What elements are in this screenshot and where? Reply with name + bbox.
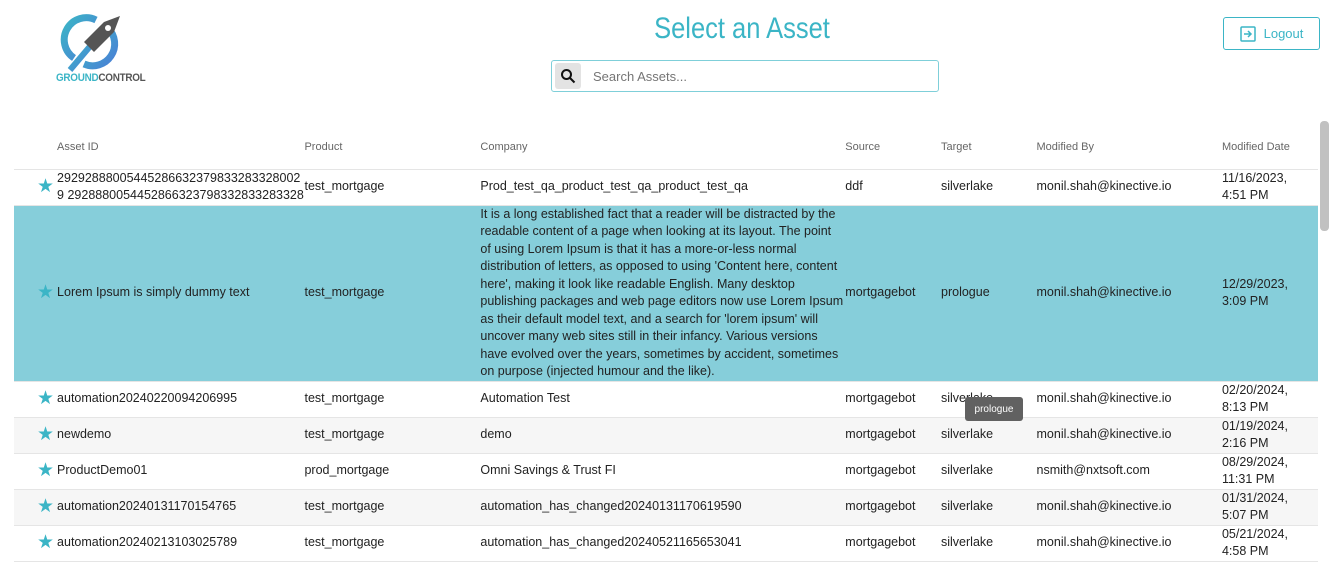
- cell-by: monil.shah@kinective.io: [1036, 381, 1222, 418]
- asset-id: Lorem Ipsum is simply dummy text: [57, 285, 250, 300]
- cell-by: monil.shah@kinective.io: [1036, 205, 1222, 382]
- cell-by: monil.shah@kinective.io: [1036, 489, 1222, 526]
- cell-target: silverlake: [941, 525, 1037, 562]
- cell-source: ddf: [845, 169, 941, 206]
- table-row[interactable]: ★ automation20240213103025789 test_mortgag…: [14, 525, 1318, 562]
- asset-id: automation20240220094206995: [57, 391, 238, 406]
- column-modified-by[interactable]: Modified By: [1036, 126, 1222, 170]
- search-input[interactable]: [593, 68, 913, 84]
- column-source[interactable]: Source: [845, 126, 941, 170]
- cell-date: 12/29/2023, 3:09 PM: [1221, 205, 1318, 382]
- cell-product: test_mortgage: [304, 525, 481, 562]
- table-row[interactable]: ★ newdemo test_mortgage demo mortgagebot silv…: [14, 417, 1318, 454]
- search-bar: [551, 60, 939, 92]
- cell-id: ★ Lorem Ipsum is simply dummy text: [14, 205, 305, 382]
- cell-by: monil.shah@kinective.io: [1036, 169, 1222, 206]
- cell-id: ★ automation20240213103025789: [14, 525, 305, 562]
- cell-source: mortgagebot: [845, 417, 941, 454]
- search-icon[interactable]: [555, 63, 581, 89]
- asset-id: automation20240213103025789: [57, 535, 238, 550]
- logo-text-ground: GROUND: [56, 72, 99, 84]
- column-company[interactable]: Company: [480, 126, 846, 170]
- scrollbar[interactable]: [1320, 121, 1329, 231]
- cell-company: automation_has_changed20240521165653041: [480, 525, 846, 562]
- asset-id: automation20240131170154765: [57, 499, 237, 514]
- table-header: Asset ID Product Company Source Target M…: [14, 126, 1318, 170]
- cell-date: 01/31/2024, 5:07 PM: [1221, 489, 1318, 526]
- cell-date: 01/19/2024, 2:16 PM: [1221, 417, 1318, 454]
- cell-source: mortgagebot: [845, 453, 941, 490]
- star-icon[interactable]: ★: [37, 282, 55, 304]
- assets-table: Asset ID Product Company Source Target M…: [14, 126, 1318, 562]
- cell-id: ★ 292928880054452866323798332833280029 29…: [14, 169, 305, 206]
- cell-product: test_mortgage: [304, 381, 481, 418]
- logout-label: Logout: [1263, 26, 1304, 41]
- groundcontrol-logo: GROUNDCONTROL: [56, 14, 146, 88]
- cell-id: ★ automation20240131170154765: [14, 489, 305, 526]
- cell-source: mortgagebot: [845, 525, 941, 562]
- asset-id: ProductDemo01: [57, 463, 148, 478]
- cell-product: test_mortgage: [304, 169, 481, 206]
- cell-source: mortgagebot: [845, 489, 941, 526]
- star-icon[interactable]: ★: [37, 532, 55, 554]
- cell-date: 02/20/2024, 8:13 PM: [1221, 381, 1318, 418]
- cell-date: 05/21/2024, 4:58 PM: [1221, 525, 1318, 562]
- star-icon[interactable]: ★: [37, 424, 55, 446]
- cell-company: Automation Test: [480, 381, 846, 418]
- cell-company: automation_has_changed20240131170619590: [480, 489, 846, 526]
- rocket-logo-icon: [60, 14, 120, 72]
- logout-icon: [1239, 25, 1256, 42]
- cell-source: mortgagebot: [845, 381, 941, 418]
- asset-id: newdemo: [57, 427, 112, 442]
- cell-source: mortgagebot: [845, 205, 941, 382]
- cell-target: silverlake: [941, 169, 1037, 206]
- cell-by: nsmith@nxtsoft.com: [1036, 453, 1222, 490]
- table-row[interactable]: ★ Lorem Ipsum is simply dummy text test_mo…: [14, 205, 1318, 382]
- table-row[interactable]: ★ automation20240131170154765 test_mortgag…: [14, 489, 1318, 526]
- cell-id: ★ newdemo: [14, 417, 305, 454]
- table-row[interactable]: ★ 292928880054452866323798332833280029 29…: [14, 169, 1318, 206]
- cell-product: test_mortgage: [304, 489, 481, 526]
- star-icon[interactable]: ★: [37, 496, 55, 518]
- table-row[interactable]: ★ automation20240220094206995 test_mortgag…: [14, 381, 1318, 418]
- cell-by: monil.shah@kinective.io: [1036, 417, 1222, 454]
- cell-company: Prod_test_qa_product_test_qa_product_tes…: [480, 169, 846, 206]
- logout-button[interactable]: Logout: [1223, 17, 1320, 50]
- cell-id: ★ automation20240220094206995: [14, 381, 305, 418]
- asset-id: 292928880054452866323798332833280029 292…: [57, 170, 304, 203]
- cell-date: 08/29/2024, 11:31 PM: [1221, 453, 1318, 490]
- star-icon[interactable]: ★: [37, 176, 55, 198]
- star-icon[interactable]: ★: [37, 460, 55, 482]
- cell-target: silverlake: [941, 417, 1037, 454]
- cell-company: It is a long established fact that a rea…: [480, 205, 846, 382]
- column-product[interactable]: Product: [304, 126, 481, 170]
- cell-date: 11/16/2023, 4:51 PM: [1221, 169, 1318, 206]
- cell-company: demo: [480, 417, 846, 454]
- cell-target: silverlake: [941, 489, 1037, 526]
- cell-by: monil.shah@kinective.io: [1036, 525, 1222, 562]
- table-row[interactable]: ★ ProductDemo01 prod_mortgage Omni Savings …: [14, 453, 1318, 490]
- column-modified-date[interactable]: Modified Date: [1221, 126, 1318, 170]
- logo-text-control: CONTROL: [98, 72, 146, 84]
- cell-target: silverlake: [941, 453, 1037, 490]
- column-asset-id[interactable]: Asset ID: [14, 126, 305, 170]
- tooltip: prologue: [965, 397, 1023, 421]
- cell-id: ★ ProductDemo01: [14, 453, 305, 490]
- cell-product: prod_mortgage: [304, 453, 481, 490]
- column-target[interactable]: Target: [941, 126, 1037, 170]
- cell-company: Omni Savings & Trust FI: [480, 453, 846, 490]
- page-title: Select an Asset: [654, 12, 830, 45]
- cell-target: prologue: [941, 205, 1037, 382]
- cell-product: test_mortgage: [304, 417, 481, 454]
- star-icon[interactable]: ★: [37, 388, 55, 410]
- cell-product: test_mortgage: [304, 205, 481, 382]
